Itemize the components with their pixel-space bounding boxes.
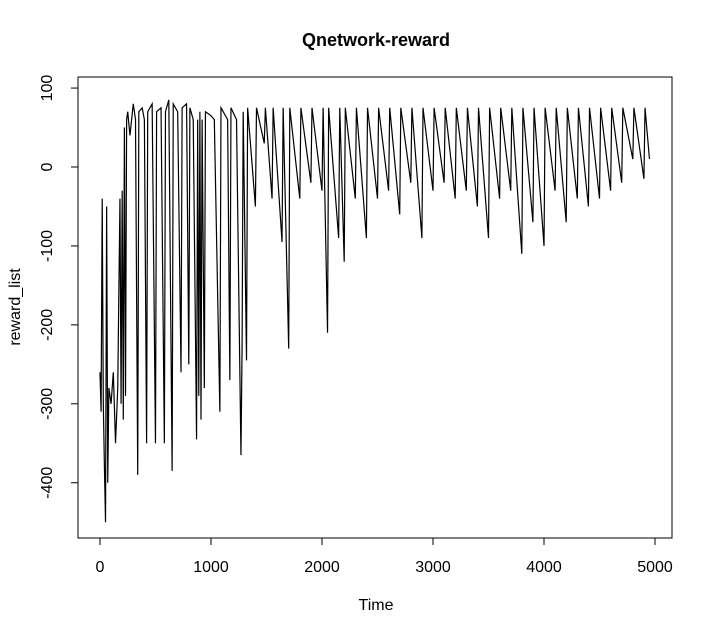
y-tick-label: 100 [39, 75, 56, 102]
y-tick-label: -400 [39, 467, 56, 499]
y-tick-label: -200 [39, 309, 56, 341]
x-tick-label: 2000 [304, 559, 340, 576]
y-tick-label: 0 [39, 162, 56, 171]
y-tick-label: -300 [39, 388, 56, 420]
x-tick-label: 5000 [637, 559, 673, 576]
x-tick-label: 1000 [193, 559, 229, 576]
y-axis-label: reward_list [7, 268, 24, 346]
y-tick-label: -100 [39, 230, 56, 262]
x-axis-label: Time [359, 597, 394, 614]
x-tick-label: 3000 [415, 559, 451, 576]
chart-title: Qnetwork-reward [302, 30, 450, 50]
x-tick-label: 4000 [526, 559, 562, 576]
x-tick-label: 0 [96, 559, 105, 576]
reward-line [99, 99, 651, 523]
